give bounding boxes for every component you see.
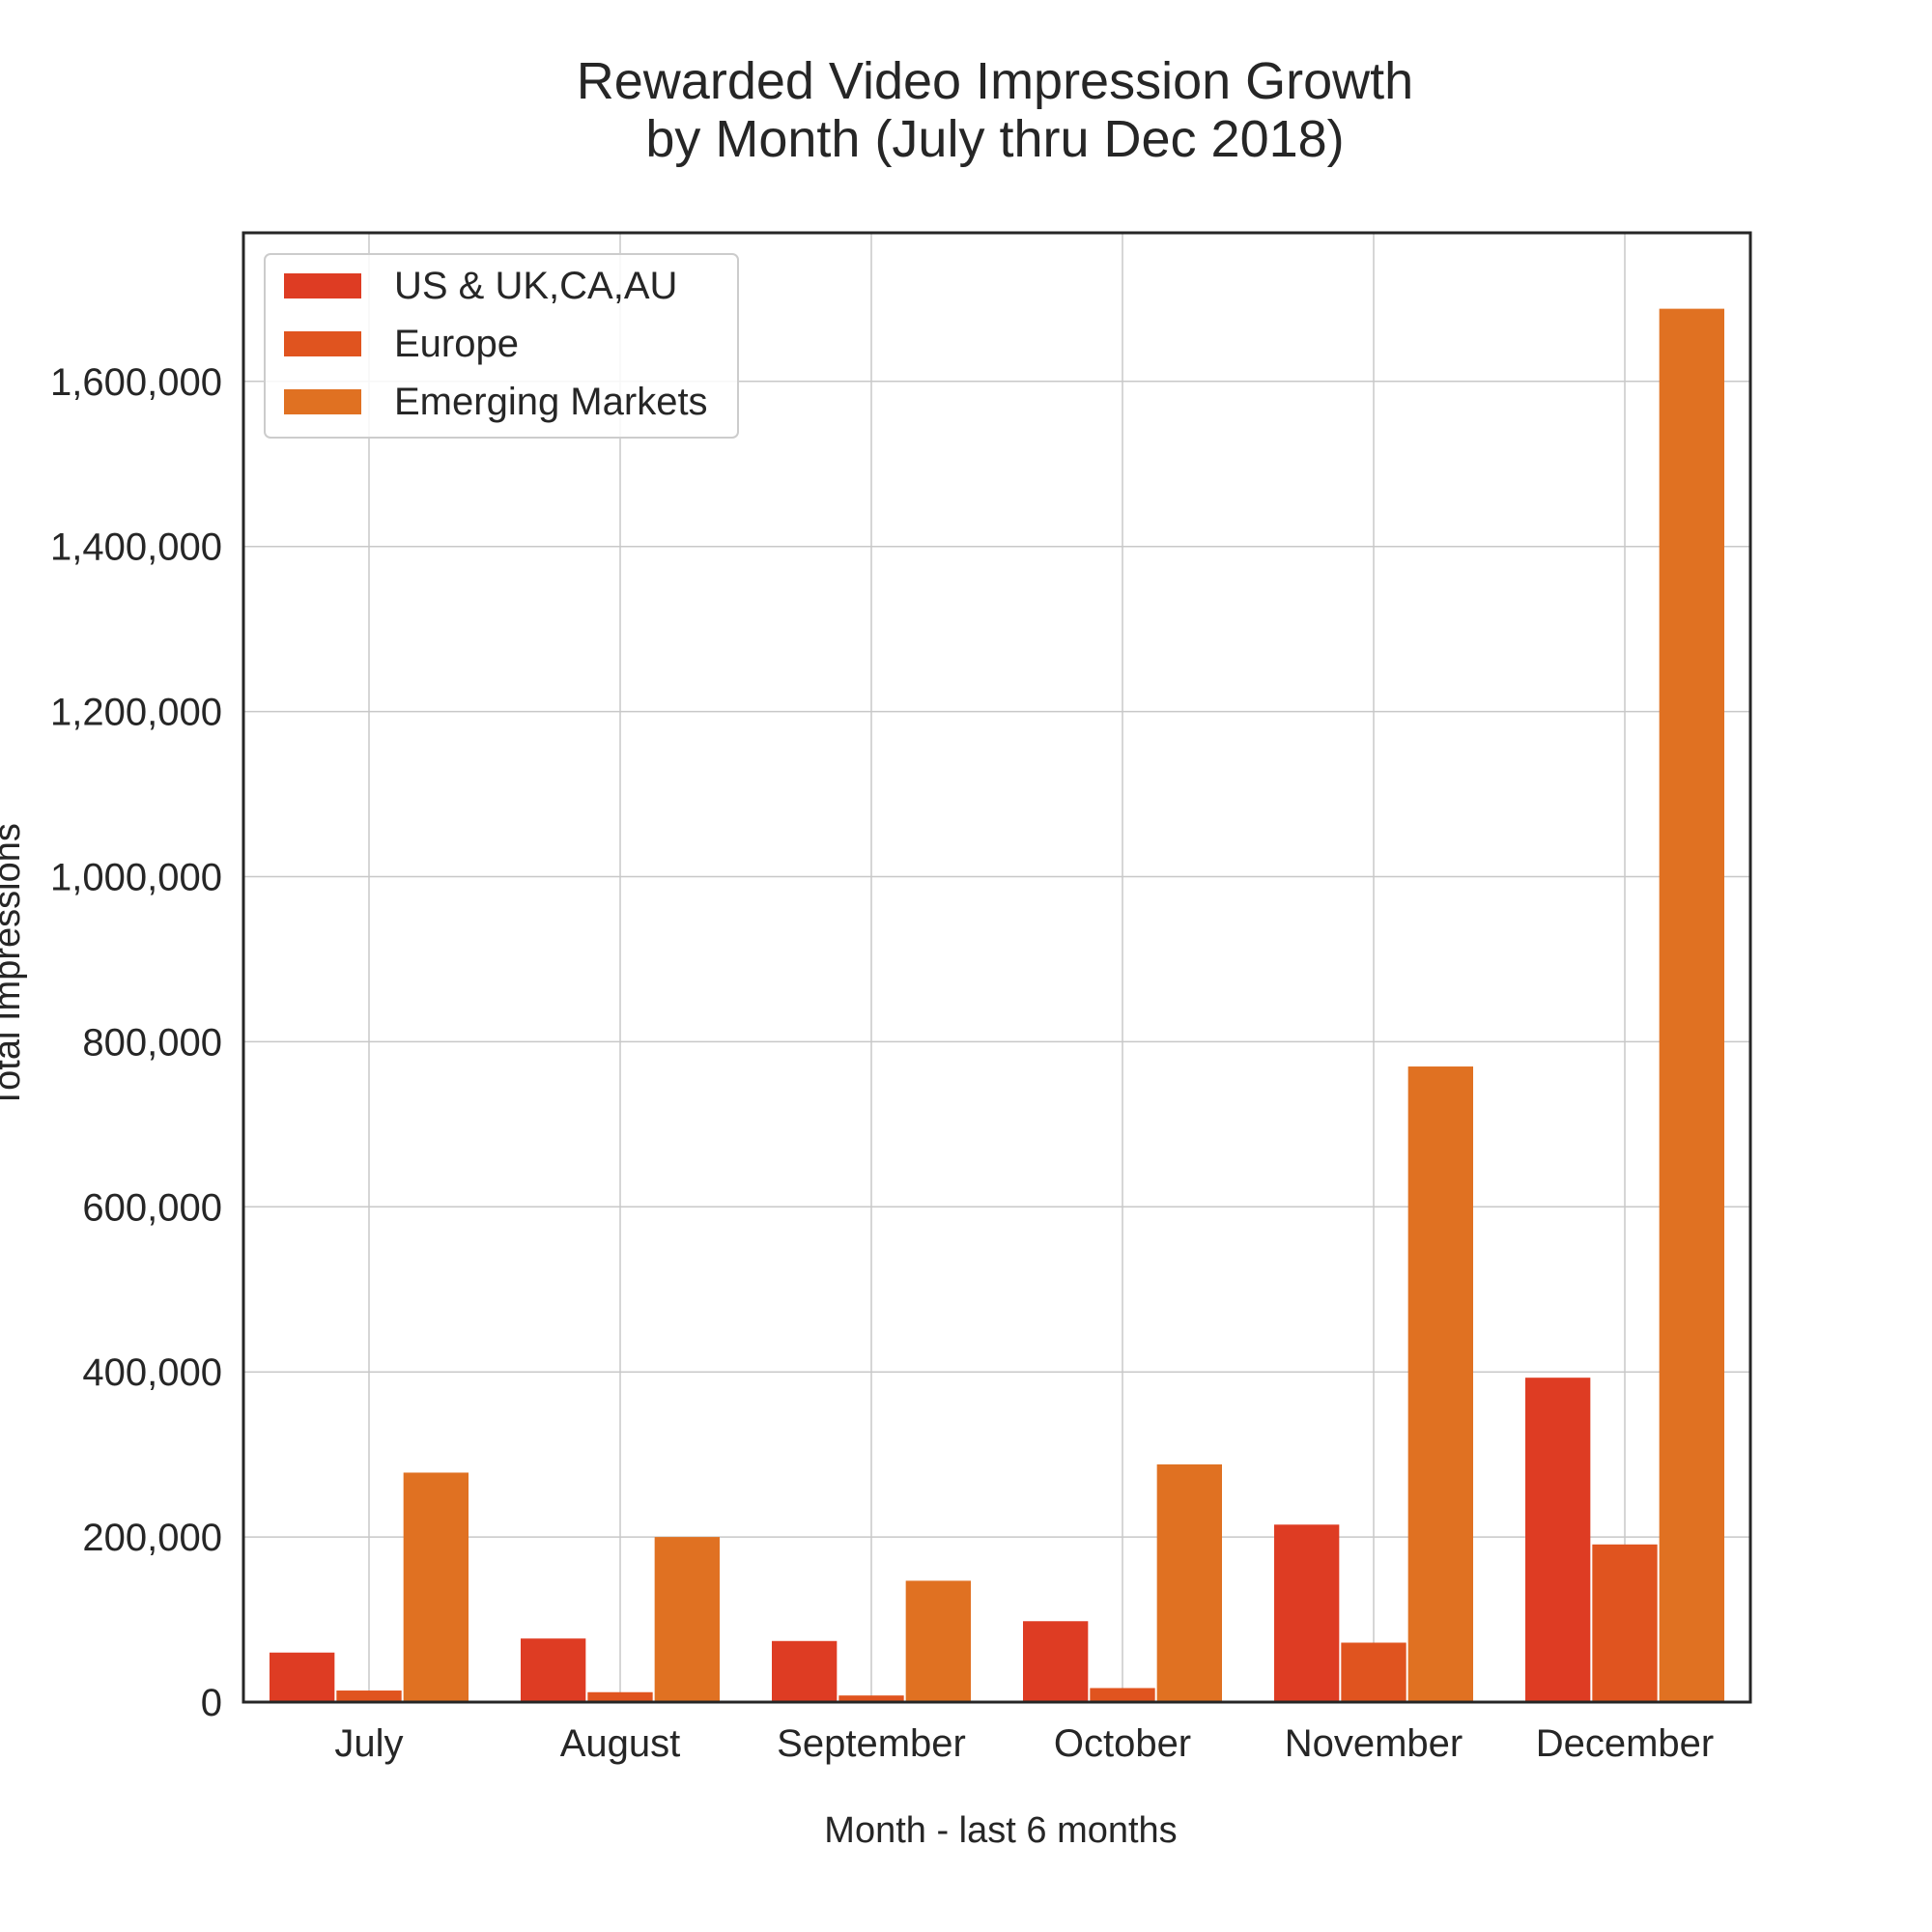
y-axis-label: Total Impressions xyxy=(0,823,28,1109)
legend-box xyxy=(264,253,739,439)
y-tick-label: 1,400,000 xyxy=(50,526,222,569)
x-axis-label: Month - last 6 months xyxy=(824,1810,1177,1851)
chart-title-line-1: Rewarded Video Impression Growth xyxy=(577,52,1413,110)
bar xyxy=(1156,1463,1222,1702)
bar xyxy=(1592,1544,1658,1702)
legend: US & UK,CA,AU Europe Emerging Markets xyxy=(264,253,739,439)
x-axis-ticks: July August September October November Decemb… xyxy=(334,1722,1714,1765)
bar xyxy=(336,1690,402,1702)
y-tick-label: 200,000 xyxy=(82,1517,222,1559)
x-tick-label: November xyxy=(1285,1722,1463,1765)
chart-title-line-2: by Month (July thru Dec 2018) xyxy=(645,110,1344,168)
legend-label: Europe xyxy=(394,323,519,365)
bar xyxy=(587,1691,653,1702)
y-tick-label: 400,000 xyxy=(82,1351,222,1394)
bar xyxy=(1659,308,1724,1702)
legend-label: US & UK,CA,AU xyxy=(394,265,677,307)
y-tick-label: 1,600,000 xyxy=(50,361,222,404)
y-tick-label: 1,000,000 xyxy=(50,857,222,899)
bar xyxy=(1407,1066,1473,1702)
x-tick-label: July xyxy=(334,1722,403,1765)
y-tick-label: 800,000 xyxy=(82,1021,222,1064)
y-tick-label: 600,000 xyxy=(82,1186,222,1229)
legend-swatch xyxy=(284,331,361,356)
plot-area-frame xyxy=(242,231,1752,1704)
y-tick-label: 1,200,000 xyxy=(50,692,222,734)
bar xyxy=(1525,1378,1591,1702)
bar xyxy=(270,1652,335,1702)
y-tick-label: 0 xyxy=(201,1682,222,1724)
bar xyxy=(521,1638,586,1702)
legend-swatch xyxy=(284,273,361,298)
bar xyxy=(1341,1642,1406,1702)
bar xyxy=(772,1640,838,1702)
bar xyxy=(654,1537,720,1702)
bar xyxy=(1023,1621,1089,1702)
legend-label: Emerging Markets xyxy=(394,381,708,423)
bar xyxy=(905,1580,971,1702)
x-tick-label: September xyxy=(777,1722,966,1765)
bar xyxy=(403,1472,469,1702)
x-tick-label: August xyxy=(560,1722,681,1765)
bar xyxy=(838,1695,904,1702)
legend-swatch xyxy=(284,389,361,414)
bars xyxy=(270,308,1724,1702)
x-tick-label: October xyxy=(1054,1722,1191,1765)
y-axis-ticks: 0 200,000 400,000 600,000 800,000 1,000,000 1,… xyxy=(50,361,222,1724)
x-tick-label: December xyxy=(1536,1722,1715,1765)
bar xyxy=(1274,1524,1340,1702)
bar xyxy=(1090,1688,1155,1702)
